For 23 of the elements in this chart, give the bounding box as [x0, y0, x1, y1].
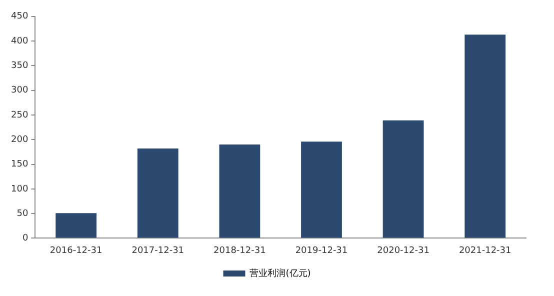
y-tick-label: 400 [10, 36, 28, 46]
y-tick-label: 150 [10, 160, 28, 170]
bar [56, 213, 97, 238]
bar [137, 148, 178, 238]
bar [382, 120, 424, 238]
legend-label: 营业利润(亿元) [250, 268, 311, 279]
y-tick-label: 0 [22, 234, 28, 244]
x-tick-label: 2018-12-31 [214, 246, 266, 256]
y-tick-label: 350 [10, 61, 28, 72]
y-tick-label: 300 [10, 86, 28, 96]
y-tick-label: 200 [10, 134, 28, 145]
y-tick-label: 250 [10, 110, 28, 120]
y-tick-label: 100 [10, 184, 28, 194]
x-tick-label: 2020-12-31 [377, 246, 430, 256]
x-tick-label: 2019-12-31 [295, 246, 348, 256]
x-tick-label: 2016-12-31 [50, 246, 102, 256]
bar [219, 144, 260, 238]
x-tick-label: 2021-12-31 [458, 246, 512, 256]
y-tick-label: 50 [16, 208, 28, 219]
y-tick-label: 450 [10, 12, 28, 22]
x-tick-label: 2017-12-31 [132, 246, 184, 256]
bar [301, 142, 342, 238]
bar [464, 34, 506, 238]
